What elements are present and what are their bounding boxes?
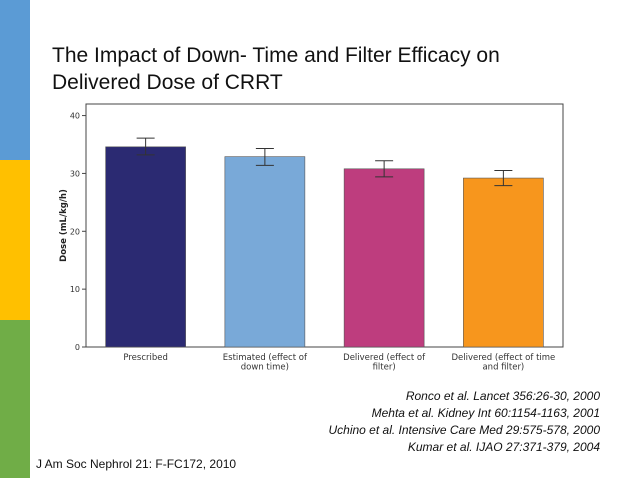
x-category-label: down time) xyxy=(241,363,289,373)
stripe-blue xyxy=(0,0,30,160)
stripe-green xyxy=(0,320,30,478)
y-tick-label: 10 xyxy=(70,285,80,294)
slide-title-line-1: The Impact of Down- Time and Filter Effi… xyxy=(52,44,500,67)
x-category-label: and filter) xyxy=(482,363,524,373)
slide-title: The Impact of Down- Time and Filter Effi… xyxy=(52,42,612,96)
reference-item: Kumar et al. IJAO 27:371-379, 2004 xyxy=(407,440,600,454)
reference-item: Mehta et al. Kidney Int 60:1154-1163, 20… xyxy=(371,406,600,420)
bar xyxy=(105,146,186,348)
y-tick-label: 20 xyxy=(70,227,80,236)
y-tick-label: 40 xyxy=(70,112,80,121)
x-category-label: Delivered (effect of xyxy=(343,353,426,363)
y-tick-label: 0 xyxy=(75,343,80,352)
reference-item: Ronco et al. Lancet 356:26-30, 2000 xyxy=(405,389,600,403)
bar xyxy=(463,177,544,348)
x-category-label: Estimated (effect of xyxy=(223,353,308,363)
x-category-label: Prescribed xyxy=(123,353,168,363)
source-citation: J Am Soc Nephrol 21: F-FC172, 2010 xyxy=(36,457,237,471)
bar xyxy=(224,156,306,348)
x-category-label: filter) xyxy=(373,363,396,373)
reference-item: Uchino et al. Intensive Care Med 29:575-… xyxy=(328,423,600,437)
stripe-yellow xyxy=(0,160,30,320)
y-axis-label: Dose (mL/kg/h) xyxy=(59,189,69,262)
bar xyxy=(343,168,425,348)
x-category-label: Delivered (effect of time xyxy=(451,353,555,363)
references-list: Ronco et al. Lancet 356:26-30, 2000 Meht… xyxy=(328,388,600,456)
y-tick-label: 30 xyxy=(70,169,80,178)
slide-title-line-2: Delivered Dose of CRRT xyxy=(52,71,283,94)
